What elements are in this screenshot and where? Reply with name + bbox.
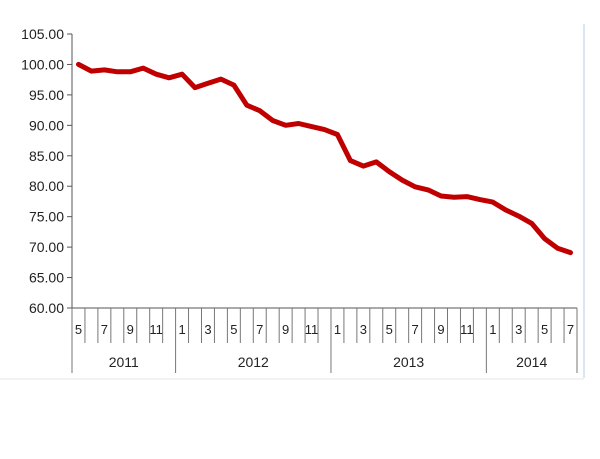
data-point (529, 221, 534, 226)
y-tick-label: 85.00 (29, 148, 64, 164)
x-month-label: 11 (305, 322, 319, 337)
y-tick-label: 100.00 (21, 56, 64, 72)
data-point (296, 121, 301, 126)
x-month-label: 3 (360, 322, 367, 337)
x-month-label: 7 (101, 322, 108, 337)
data-point (335, 132, 340, 137)
data-point (399, 177, 405, 183)
data-point (451, 194, 457, 200)
data-point (568, 250, 573, 255)
y-tick-label: 80.00 (29, 178, 64, 194)
data-point (179, 71, 185, 77)
x-month-label: 3 (204, 322, 211, 337)
data-point (192, 85, 198, 90)
x-month-label: 3 (515, 322, 522, 337)
series-line (76, 61, 573, 256)
data-point (348, 158, 353, 163)
data-point (89, 68, 94, 74)
x-year-label: 2012 (238, 354, 269, 370)
data-point (128, 69, 133, 74)
x-month-label: 5 (541, 322, 548, 337)
x-month-label: 5 (386, 322, 393, 337)
x-month-label: 7 (567, 322, 574, 337)
y-tick-label: 90.00 (29, 117, 64, 133)
y-tick-label: 60.00 (29, 300, 64, 316)
data-point (270, 118, 275, 123)
data-point (438, 193, 444, 199)
data-point (464, 194, 470, 199)
data-point (490, 199, 496, 205)
y-tick-label: 95.00 (29, 87, 64, 103)
x-month-label: 1 (489, 322, 496, 337)
data-point (115, 69, 120, 74)
series-layer (76, 61, 573, 256)
y-tick-label: 105.00 (21, 26, 64, 42)
data-point (283, 123, 288, 128)
data-point (412, 184, 418, 190)
data-point (166, 75, 172, 81)
data-point (76, 62, 81, 67)
y-tick-label: 75.00 (29, 209, 64, 225)
x-month-label: 5 (230, 322, 237, 337)
x-month-label: 11 (460, 322, 474, 337)
data-point (425, 187, 431, 193)
x-month-label: 7 (256, 322, 263, 337)
data-point (387, 169, 392, 174)
data-point (218, 76, 224, 82)
x-year-label: 2011 (109, 354, 139, 370)
data-point (542, 236, 547, 241)
x-year-label: 2013 (393, 354, 424, 370)
data-point (555, 246, 560, 251)
x-month-label: 1 (178, 322, 185, 337)
data-point (102, 67, 107, 73)
x-month-label: 5 (75, 322, 82, 337)
data-point (322, 127, 327, 132)
data-point (361, 163, 366, 169)
x-month-label: 9 (437, 322, 444, 337)
data-point (231, 82, 237, 88)
y-axis: 60.00 65.00 70.00 75.00 80.00 85.00 90.00 95.00… (21, 26, 73, 316)
y-tick-label: 70.00 (29, 239, 64, 255)
data-point (244, 103, 250, 108)
x-year-label: 2014 (516, 354, 547, 370)
data-point (503, 207, 508, 213)
data-point (477, 197, 483, 202)
data-point (309, 124, 314, 129)
x-month-label: 7 (412, 322, 419, 337)
data-point (205, 81, 211, 86)
data-point (153, 71, 159, 77)
x-month-label: 1 (334, 322, 341, 337)
data-point (257, 108, 262, 113)
data-point (141, 65, 146, 71)
y-tick-label: 65.00 (29, 270, 64, 286)
x-month-label: 11 (149, 322, 163, 337)
x-month-label: 9 (282, 322, 289, 337)
data-point (516, 213, 521, 219)
x-month-label: 9 (127, 322, 134, 337)
data-point (374, 159, 379, 165)
